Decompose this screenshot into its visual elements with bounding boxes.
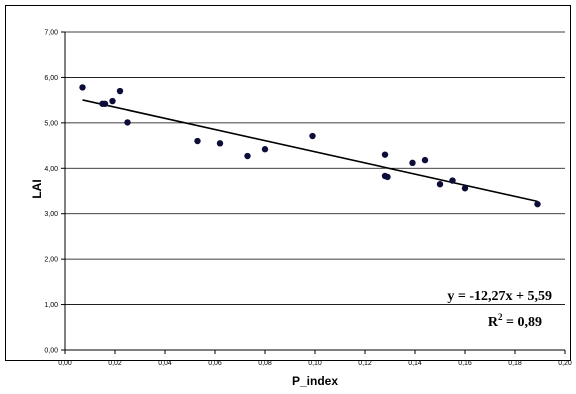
r-squared-label: R2 = 0,89 bbox=[488, 312, 542, 330]
data-point-19 bbox=[534, 200, 541, 208]
x-tick-label-9: 0,18 bbox=[508, 360, 522, 367]
r2-value: = 0,89 bbox=[503, 315, 542, 330]
x-tick-label-3: 0,06 bbox=[208, 360, 222, 367]
data-point-5 bbox=[124, 119, 131, 126]
plot-area bbox=[65, 32, 565, 350]
x-tick-label-0: 0,00 bbox=[58, 360, 72, 367]
y-axis-title: LAI bbox=[30, 179, 44, 198]
data-point-10 bbox=[309, 132, 316, 140]
data-point-6 bbox=[194, 137, 201, 145]
trendline-group bbox=[82, 99, 538, 203]
y-tick-label-1: 1,00 bbox=[44, 302, 58, 309]
y-tick-label-6: 6,00 bbox=[44, 75, 58, 82]
gridlines bbox=[65, 31, 565, 305]
x-tick-label-2: 0,04 bbox=[158, 360, 172, 367]
x-tick-labels: 0,00 0,02 0,04 0,06 0,08 0,10 0,12 0,14 0,16 0,18… bbox=[58, 360, 572, 367]
y-tick-label-3: 3,00 bbox=[44, 211, 58, 218]
data-point-3 bbox=[109, 97, 116, 105]
y-tick-label-7: 7,00 bbox=[44, 30, 58, 37]
x-tick-label-8: 0,16 bbox=[458, 360, 472, 367]
regression-equation: y = -12,27x + 5,59 bbox=[447, 289, 552, 304]
r2-base: R bbox=[488, 315, 499, 330]
y-tick-label-4: 4,00 bbox=[44, 166, 58, 173]
x-axis-title: P_index bbox=[292, 374, 338, 388]
data-point-2 bbox=[101, 100, 109, 107]
y-tick-labels: 0,00 1,00 2,00 3,00 4,00 5,00 6,00 7,00 bbox=[44, 30, 58, 355]
data-points bbox=[79, 84, 541, 208]
data-point-9 bbox=[261, 146, 269, 153]
x-tick-label-5: 0,10 bbox=[308, 360, 322, 367]
axes bbox=[61, 31, 566, 354]
x-tick-label-7: 0,14 bbox=[408, 360, 422, 367]
x-tick-label-1: 0,02 bbox=[108, 360, 122, 367]
data-point-16 bbox=[436, 180, 444, 188]
data-point-13 bbox=[384, 173, 391, 181]
data-point-17 bbox=[449, 177, 456, 184]
data-point-18 bbox=[461, 185, 469, 192]
y-tick-label-5: 5,00 bbox=[44, 120, 58, 127]
trendline bbox=[82, 99, 538, 203]
data-point-4 bbox=[116, 87, 124, 95]
data-point-7 bbox=[216, 140, 224, 147]
x-tick-label-10: 0,20 bbox=[558, 360, 572, 367]
y-tick-label-2: 2,00 bbox=[44, 257, 58, 264]
y-tick-label-0: 0,00 bbox=[44, 348, 58, 355]
r2-exponent: 2 bbox=[498, 312, 503, 322]
data-point-0 bbox=[79, 84, 86, 91]
x-tick-label-6: 0,12 bbox=[358, 360, 372, 367]
data-point-15 bbox=[421, 156, 429, 164]
x-tick-label-4: 0,08 bbox=[258, 360, 272, 367]
data-point-14 bbox=[409, 159, 416, 167]
data-point-8 bbox=[244, 152, 251, 160]
data-point-11 bbox=[381, 151, 389, 158]
